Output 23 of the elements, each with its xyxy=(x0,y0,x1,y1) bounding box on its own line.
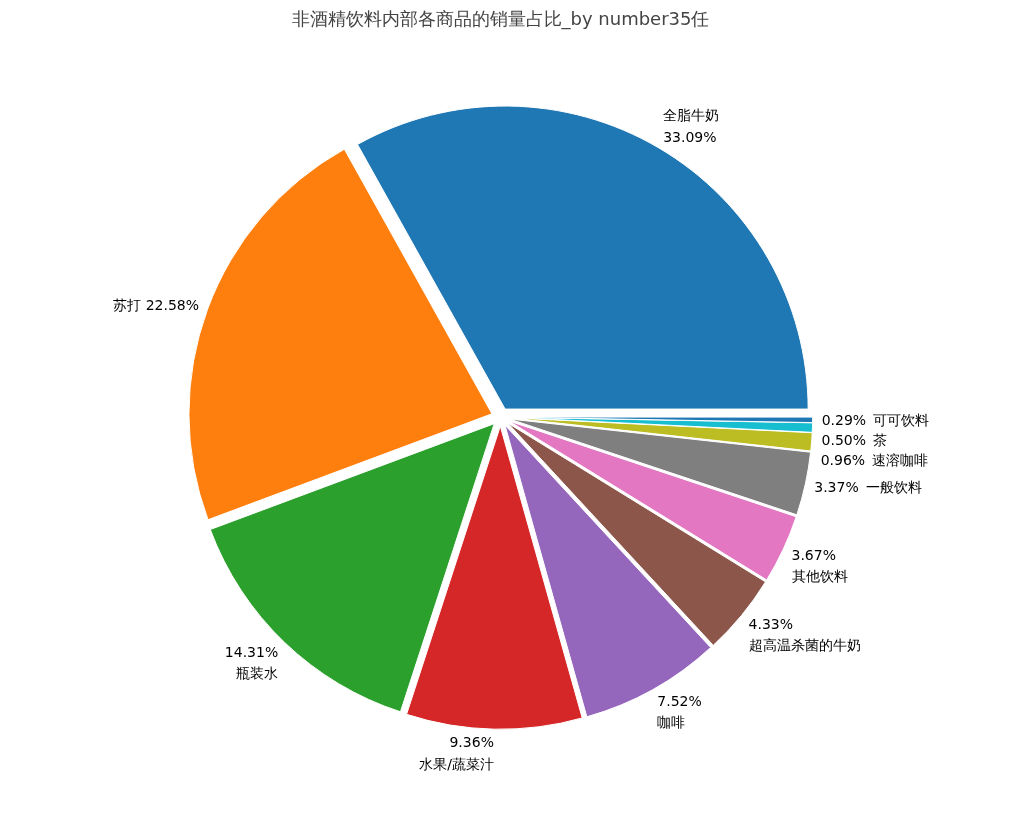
slice-label: 其他饮料 xyxy=(791,568,848,585)
data-label: 9.36% xyxy=(449,734,494,751)
data-label: 3.37% xyxy=(814,478,859,495)
slice-label: 咖啡 xyxy=(657,714,686,731)
slice-label: 瓶装水 xyxy=(236,665,279,682)
data-label: 4.33% xyxy=(748,615,794,632)
data-label: 3.67% xyxy=(791,546,836,563)
slice-label: 全脂牛奶 xyxy=(663,107,720,124)
slice-label: 速溶咖啡 xyxy=(872,451,929,468)
data-label: 0.96% xyxy=(820,451,866,468)
slice-label: 可可饮料 xyxy=(873,411,930,428)
data-label: 0.29% xyxy=(821,411,867,428)
slice-label: 茶 xyxy=(873,431,888,448)
chart-title: 非酒精饮料内部各商品的销量占比_by number35任 xyxy=(291,7,710,30)
data-label: 7.52% xyxy=(657,692,702,709)
slice-label: 超高温杀菌的牛奶 xyxy=(748,637,861,654)
data-label: 14.31% xyxy=(224,643,279,660)
data-label: 33.09% xyxy=(663,128,717,145)
data-label: 0.50% xyxy=(821,431,867,448)
slice-label: 一般饮料 xyxy=(865,478,922,495)
slice-label: 苏打 xyxy=(113,296,142,313)
data-label: 22.58% xyxy=(145,296,200,313)
slice-label: 水果/蔬菜汁 xyxy=(419,755,494,772)
